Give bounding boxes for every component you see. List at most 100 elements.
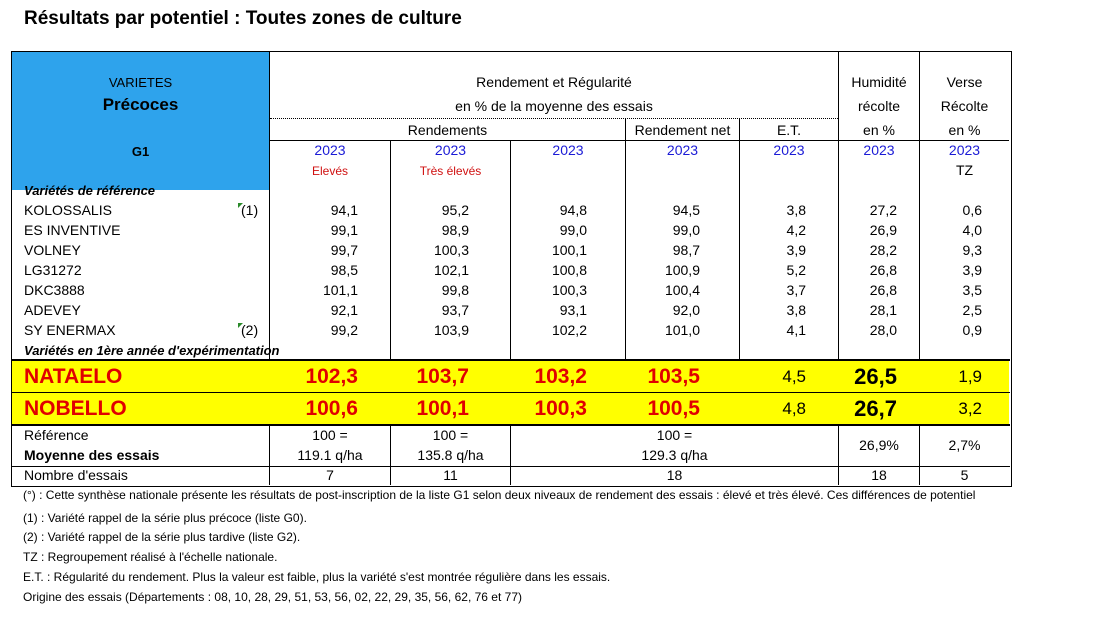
table-cell: 28,1: [869, 302, 897, 318]
header-precoces: Précoces: [102, 95, 179, 114]
variety-note: (2): [241, 322, 259, 338]
table-cell: 99,1: [330, 222, 358, 238]
table-cell: 98,5: [330, 262, 358, 278]
col-divider: [919, 52, 920, 359]
table-cell: 99,0: [672, 222, 700, 238]
footnote: E.T. : Régularité du rendement. Plus la …: [23, 570, 611, 584]
table-cell: 95,2: [441, 202, 469, 218]
highlight-cell: 3,2: [958, 399, 982, 418]
variety-name: VOLNEY: [24, 242, 81, 258]
table-cell: 3,8: [786, 202, 806, 218]
footer-nombre-value: 18: [871, 467, 887, 483]
table-cell: 101,1: [322, 282, 358, 298]
footer-nombre-value: 7: [326, 467, 334, 483]
footer-ref-eq: 100 =: [312, 427, 348, 443]
year-label: 2023: [434, 142, 467, 158]
header-humidite-unit: en %: [863, 122, 895, 138]
table-cell: 26,8: [869, 262, 897, 278]
highlight-cell: 102,3: [305, 365, 358, 388]
table-cell: 99,2: [330, 322, 358, 338]
table-cell: 93,7: [441, 302, 469, 318]
table-cell: 27,2: [869, 202, 897, 218]
col-divider: [269, 52, 270, 359]
highlight-cell: 100,1: [416, 397, 469, 420]
row-divider: [12, 392, 1010, 393]
col-divider: [625, 119, 626, 359]
header-rendements: Rendements: [407, 122, 488, 138]
potential-eleves: Elevés: [311, 164, 349, 178]
table-cell: 94,8: [559, 202, 587, 218]
footnote: (1) : Variété rappel de la série plus pr…: [23, 511, 307, 525]
highlight-cell: 26,5: [854, 364, 897, 389]
new-variety-name: NATAELO: [24, 365, 123, 388]
col-divider: [919, 426, 920, 485]
variety-name: ES INVENTIVE: [24, 222, 121, 238]
table-cell: 100,3: [433, 242, 469, 258]
row-divider: [12, 359, 1010, 361]
table-cell: 100,4: [664, 282, 700, 298]
header-varietes: VARIETES: [108, 75, 173, 90]
highlight-cell: 100,5: [647, 397, 700, 420]
table-cell: 0,6: [962, 202, 982, 218]
header-verse: Verse: [946, 74, 983, 90]
col-divider: [390, 426, 391, 485]
variety-name: LG31272: [24, 262, 82, 278]
col-divider: [390, 140, 391, 359]
table-cell: 3,9: [962, 262, 982, 278]
variety-note: (1): [241, 202, 259, 218]
footer-moyenne: Moyenne des essais: [24, 447, 160, 463]
footer-nombre-label: Nombre d'essais: [24, 467, 128, 483]
highlight-cell: 4,8: [782, 399, 806, 418]
footer-humidite-moyenne: 26,9%: [859, 437, 899, 453]
variety-header-cell: [12, 52, 269, 190]
footnote: (°) : Cette synthèse nationale présente …: [23, 488, 976, 502]
col-divider: [510, 426, 511, 485]
table-cell: 98,7: [672, 242, 700, 258]
table-cell: 3,8: [786, 302, 806, 318]
footnote: (2) : Variété rappel de la série plus ta…: [23, 530, 301, 544]
footer-nombre-value: 18: [666, 467, 683, 483]
potential-tres-eleves: Très élevés: [419, 164, 482, 178]
header-verse-recolte: Récolte: [940, 98, 989, 114]
year-label: 2023: [314, 142, 346, 158]
section-new-varieties: Variétés en 1ère année d'expérimentation: [24, 343, 280, 358]
table-cell: 9,3: [962, 242, 982, 258]
table-cell: 4,2: [786, 222, 806, 238]
table-cell: 100,8: [551, 262, 587, 278]
table-cell: 2,5: [962, 302, 982, 318]
table-cell: 93,1: [559, 302, 587, 318]
table-cell: 3,5: [962, 282, 982, 298]
highlight-cell: 26,7: [854, 396, 897, 421]
footer-reference: Référence: [24, 427, 89, 443]
table-cell: 0,9: [962, 322, 982, 338]
col-divider: [510, 140, 511, 359]
footer-nombre-value: 5: [960, 467, 969, 483]
row-divider: [12, 424, 1010, 426]
table-cell: 92,1: [330, 302, 358, 318]
footer-ref-eq: 100 =: [432, 427, 469, 443]
comment-marker-icon: [238, 323, 243, 328]
table-cell: 94,1: [330, 202, 358, 218]
table-cell: 103,9: [433, 322, 469, 338]
table-cell: 28,0: [869, 322, 897, 338]
table-cell: 102,2: [551, 322, 587, 338]
table-cell: 3,7: [786, 282, 806, 298]
col-divider: [838, 426, 839, 485]
results-table: [11, 51, 1012, 487]
header-rendement-net: Rendement net: [634, 122, 731, 138]
year-label: 2023: [863, 142, 895, 158]
footer-ref-value: 129.3 q/ha: [641, 447, 708, 463]
highlight-cell: 103,5: [647, 365, 700, 388]
header-tz: TZ: [955, 162, 974, 178]
section-reference: Variétés de référence: [24, 183, 156, 198]
table-cell: 102,1: [433, 262, 469, 278]
table-cell: 5,2: [786, 262, 806, 278]
table-cell: 99,0: [559, 222, 587, 238]
highlight-cell: 103,2: [534, 365, 587, 388]
comment-marker-icon: [238, 203, 243, 208]
table-cell: 101,0: [664, 322, 700, 338]
col-divider: [739, 119, 740, 359]
table-cell: 4,1: [786, 322, 806, 338]
new-variety-name: NOBELLO: [24, 397, 127, 420]
variety-name: KOLOSSALIS: [24, 202, 112, 218]
